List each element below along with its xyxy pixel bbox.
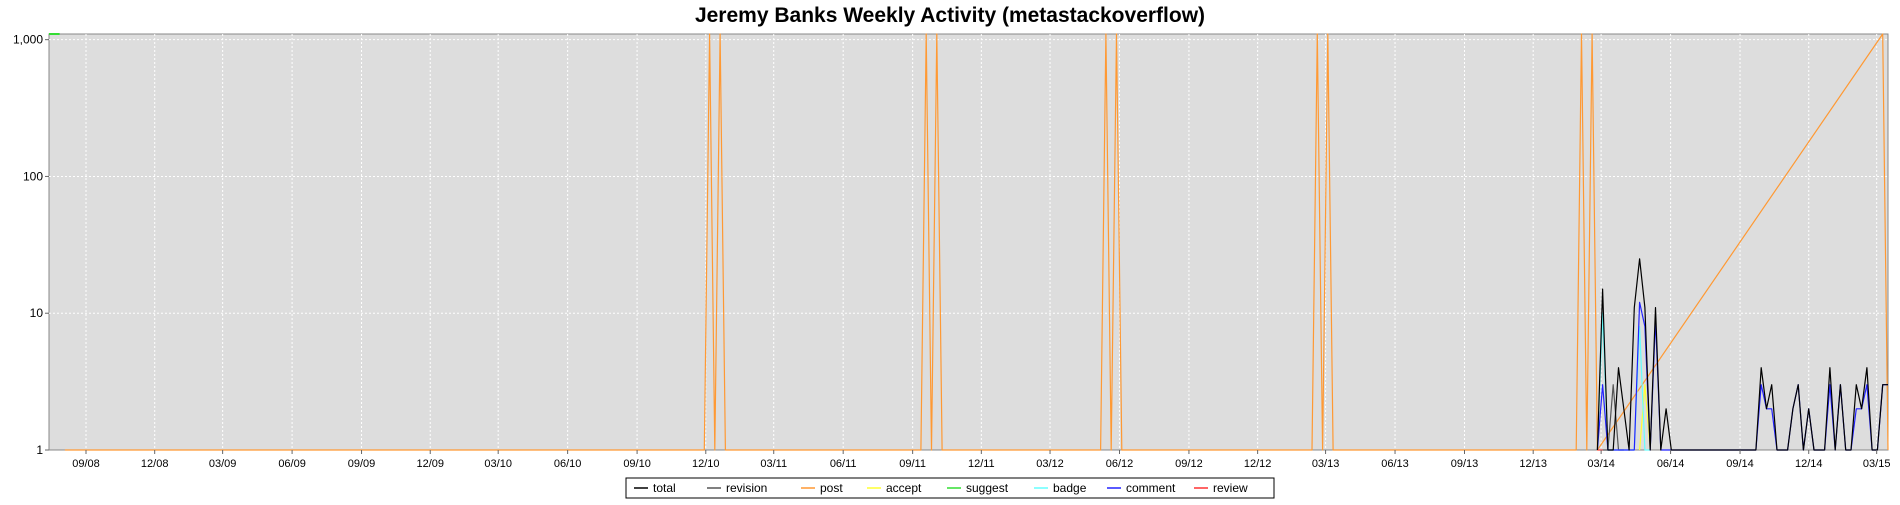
- series-line-total: [1596, 258, 1888, 451]
- x-tick-label: 06/14: [1657, 458, 1685, 470]
- x-tick-label: 12/09: [416, 458, 444, 470]
- x-tick-label: 06/10: [554, 458, 582, 470]
- x-tick-label: 03/10: [484, 458, 512, 470]
- x-tick-label: 09/14: [1726, 458, 1754, 470]
- legend-label-revision: revision: [726, 481, 767, 495]
- plot-area: [48, 33, 1889, 451]
- legend-label-post: post: [820, 481, 843, 495]
- x-tick-label: 03/13: [1312, 458, 1340, 470]
- x-tick-label: 06/09: [278, 458, 306, 470]
- x-tick-label: 09/12: [1175, 458, 1203, 470]
- legend-label-total: total: [653, 481, 676, 495]
- series-line-post: [64, 33, 1889, 451]
- x-tick-label: 09/13: [1451, 458, 1479, 470]
- y-tick-label: 10: [30, 306, 44, 320]
- x-tick-label: 09/11: [899, 458, 926, 470]
- x-tick-label: 12/10: [692, 458, 720, 470]
- x-tick-label: 12/14: [1795, 458, 1823, 470]
- x-tick-label: 06/11: [830, 458, 857, 470]
- x-tick-label: 12/08: [141, 458, 169, 470]
- legend-label-comment: comment: [1126, 481, 1176, 495]
- x-tick-label: 12/11: [968, 458, 995, 470]
- x-tick-label: 12/12: [1244, 458, 1272, 470]
- series-lines: [49, 33, 1889, 451]
- legend-label-review: review: [1213, 481, 1248, 495]
- x-tick-label: 06/12: [1106, 458, 1134, 470]
- x-tick-label: 03/12: [1036, 458, 1064, 470]
- x-tick-label: 03/14: [1587, 458, 1615, 470]
- y-tick-label: 1,000: [13, 33, 43, 47]
- series-line-accept: [1639, 384, 1651, 451]
- y-axis: 1 10 100 1,000: [13, 33, 49, 457]
- legend-label-badge: badge: [1053, 481, 1087, 495]
- legend-label-suggest: suggest: [966, 481, 1009, 495]
- x-tick-label: 09/08: [72, 458, 100, 470]
- x-tick-label: 09/09: [348, 458, 376, 470]
- x-tick-label: 12/13: [1519, 458, 1547, 470]
- x-tick-label: 06/13: [1381, 458, 1409, 470]
- x-tick-label: 03/15: [1863, 458, 1891, 470]
- x-tick-label: 03/11: [760, 458, 787, 470]
- y-tick-label: 1: [36, 443, 43, 457]
- x-tick-label: 09/10: [623, 458, 651, 470]
- chart-title: Jeremy Banks Weekly Activity (metastacko…: [695, 4, 1205, 27]
- legend: total revision post accept suggest badge comme…: [625, 477, 1275, 499]
- legend-label-accept: accept: [886, 481, 922, 495]
- y-tick-label: 100: [23, 169, 43, 183]
- x-tick-label: 03/09: [209, 458, 237, 470]
- x-axis: 09/08 12/08 03/09 06/09 09/09 12/09 03/10 06/10…: [72, 450, 1890, 470]
